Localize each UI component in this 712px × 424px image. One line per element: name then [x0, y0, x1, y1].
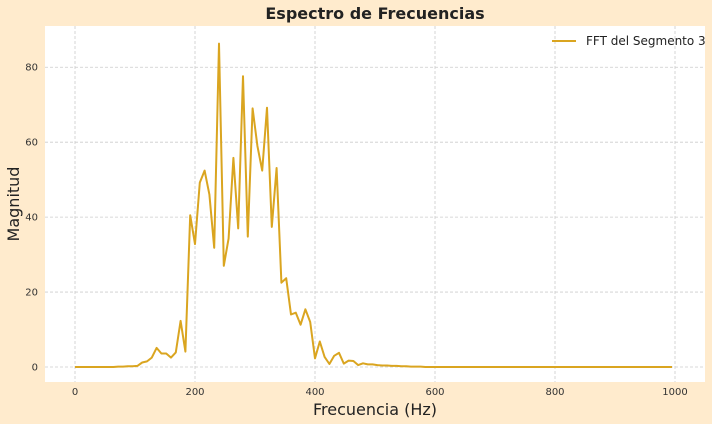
- x-tick-label: 0: [72, 387, 78, 398]
- y-tick-label: 60: [25, 138, 38, 149]
- legend-label: FFT del Segmento 3: [586, 34, 706, 48]
- y-tick-label: 40: [25, 213, 38, 224]
- chart-title: Espectro de Frecuencias: [265, 4, 484, 23]
- legend: FFT del Segmento 3: [552, 34, 706, 48]
- x-tick-label: 400: [305, 387, 324, 398]
- plot-area: [45, 26, 705, 382]
- series-layer: [75, 42, 672, 368]
- x-tick-label: 600: [425, 387, 444, 398]
- x-tick-label: 200: [185, 387, 204, 398]
- grid-lines: [45, 26, 705, 382]
- y-tick-label: 80: [25, 63, 38, 74]
- tick-labels: 0 200 400 600 800 1000 0 20 40 60 80: [25, 63, 687, 398]
- y-tick-label: 0: [32, 363, 38, 374]
- x-tick-label: 800: [545, 387, 564, 398]
- x-tick-label: 1000: [662, 387, 687, 398]
- y-tick-label: 20: [25, 288, 38, 299]
- series-line-fft: [75, 42, 672, 368]
- y-axis-label: Magnitud: [4, 167, 23, 242]
- x-axis-label: Frecuencia (Hz): [313, 400, 437, 419]
